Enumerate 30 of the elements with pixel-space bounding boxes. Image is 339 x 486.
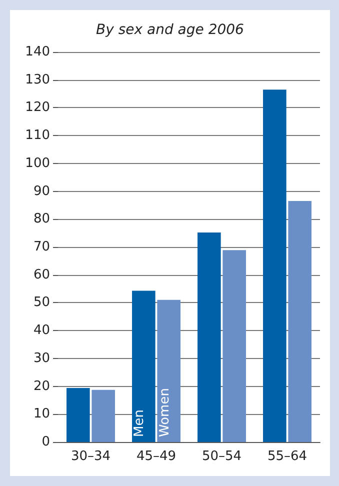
y-tick-label: 100 <box>25 156 50 171</box>
y-tick-label: 50 <box>33 295 50 310</box>
chart-title: By sex and age 2006 <box>96 22 244 38</box>
y-tick-label: 30 <box>33 350 50 366</box>
y-tick-label: 70 <box>33 240 50 254</box>
y-tick-label: 40 <box>33 323 50 338</box>
y-tick-label: 10 <box>33 406 50 422</box>
x-tick-label: 45–49 <box>136 449 176 464</box>
y-tick-label: 60 <box>33 267 50 282</box>
y-tick-label: 140 <box>25 44 50 60</box>
x-tick-label: 50–54 <box>202 449 242 464</box>
series-label: Men <box>132 410 148 437</box>
series-label: Women <box>157 388 172 437</box>
bar <box>157 300 180 442</box>
y-tick-label: 130 <box>25 72 50 88</box>
bar <box>132 290 156 442</box>
y-tick-label: 80 <box>33 212 50 227</box>
y-tick-label: 0 <box>42 434 50 450</box>
bar <box>198 232 221 442</box>
bar <box>263 90 286 442</box>
y-tick-label: 20 <box>33 378 50 394</box>
y-tick-label: 110 <box>25 128 50 144</box>
bar <box>92 390 115 442</box>
bar <box>222 250 246 442</box>
y-tick-label: 90 <box>33 184 50 199</box>
x-tick-label: 30–34 <box>70 449 111 464</box>
bar <box>288 201 312 442</box>
y-tick-label: 120 <box>25 100 50 116</box>
x-tick-label: 55–64 <box>267 449 308 464</box>
bar <box>66 388 90 442</box>
